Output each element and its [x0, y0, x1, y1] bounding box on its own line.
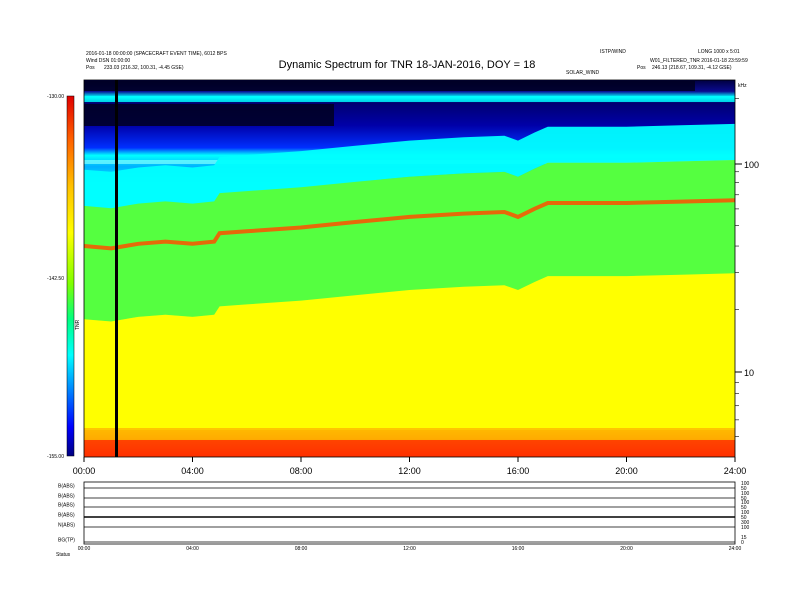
black-stripe: [115, 80, 118, 457]
lower-row-right-tick: 15: [741, 535, 747, 541]
lower-x-tick-label: 16:00: [512, 546, 525, 552]
lower-panels-frame: [83, 481, 736, 545]
header-right-line1: ISTP/WIND: [600, 49, 626, 55]
plasma-line: [84, 198, 735, 251]
lower-x-tick-label: 24:00: [729, 546, 742, 552]
colorbar: [66, 95, 75, 457]
cyan-region: [84, 123, 735, 209]
header-solar-wind-label: SOLAR_WIND: [566, 70, 599, 76]
chart-title: Dynamic Spectrum for TNR 18-JAN-2016, DO…: [279, 59, 536, 71]
lower-row-right-tick: 50: [741, 496, 747, 502]
header-right-pos-label: Pos: [637, 65, 646, 71]
x-axis: 00:00 04:00 08:00 12:00 16:00 20:00 24:00: [73, 457, 747, 476]
freq-tick-label-100: 100: [744, 160, 759, 170]
lower-x-tick-label: 08:00: [295, 546, 308, 552]
lower-x-tick-label: 12:00: [403, 546, 416, 552]
freq-tick-label-10: 10: [744, 368, 754, 378]
colorbar-tick-mid: -142.50: [47, 276, 64, 282]
header-right-line2: W01_FILTERED_TNR 2016-01-18 23:59:59: [650, 58, 748, 64]
header-left-pos-value: 233.03 (216.32, 100.31, -4.45 GSE): [104, 65, 184, 71]
lower-x-tick-label: 00:00: [78, 546, 91, 552]
x-tick-label: 12:00: [398, 466, 421, 476]
lower-row-right-tick: 100: [741, 525, 750, 531]
lower-row-label: BG(TP): [58, 538, 75, 544]
lower-row-label: B(ABS): [58, 503, 75, 509]
header-corner-right-top: LONG 1000 x 5:01: [698, 49, 740, 55]
lower-x-tick-label: 04:00: [186, 546, 199, 552]
freq-axis-unit: kHz: [738, 83, 747, 89]
lower-footer-label: Status: [56, 552, 71, 558]
lower-row-right-tick: 100: [741, 481, 750, 487]
colorbar-tick-top: -130.00: [47, 94, 64, 100]
red-band: [84, 440, 735, 457]
x-tick-label: 08:00: [290, 466, 313, 476]
lower-row-label: B(ABS): [58, 494, 75, 500]
lower-row-label: N(ABS): [58, 523, 75, 529]
x-tick-label: 04:00: [181, 466, 204, 476]
dark-band-top: [84, 81, 695, 91]
lower-row-right-tick: 50: [741, 486, 747, 492]
lower-row-right-tick: 0: [741, 540, 744, 546]
cyan-line-upper: [84, 96, 735, 102]
x-tick-label: 24:00: [724, 466, 747, 476]
x-tick-label: 20:00: [615, 466, 638, 476]
lower-row-label: B(ABS): [58, 513, 75, 519]
x-tick-label: 16:00: [507, 466, 530, 476]
colorbar-label: TNR: [75, 319, 81, 330]
lower-row-right-tick: 100: [741, 491, 750, 497]
lower-row-label: B(ABS): [58, 484, 75, 490]
lower-row-right-tick: 50: [741, 515, 747, 521]
header-left-pos-label: Pos: [86, 65, 95, 71]
dark-band-mid: [84, 104, 334, 126]
lower-x-tick-label: 20:00: [620, 546, 633, 552]
yellow-region: [84, 273, 735, 430]
lower-row-right-tick: 100: [741, 510, 750, 516]
freq-minor-ticks: [735, 98, 739, 437]
header-right-pos-value: 246.13 (218.67, 109.31, -4.12 GSE): [652, 65, 732, 71]
spectrum-plot-area: [84, 80, 735, 457]
lower-row-right-tick: 300: [741, 520, 750, 526]
lower-row-right-tick: 50: [741, 505, 747, 511]
green-region: [84, 160, 735, 322]
orange-band: [84, 428, 735, 440]
x-tick-label: 00:00: [73, 466, 96, 476]
header-left-line1: 2016-01-18 00:00:00 (SPACECRAFT EVENT TI…: [86, 51, 227, 57]
header-left-line2: Wind DSN 01:00:00: [86, 58, 130, 64]
lower-row-right-tick: 100: [741, 500, 750, 506]
colorbar-tick-bottom: -155.00: [47, 454, 64, 460]
